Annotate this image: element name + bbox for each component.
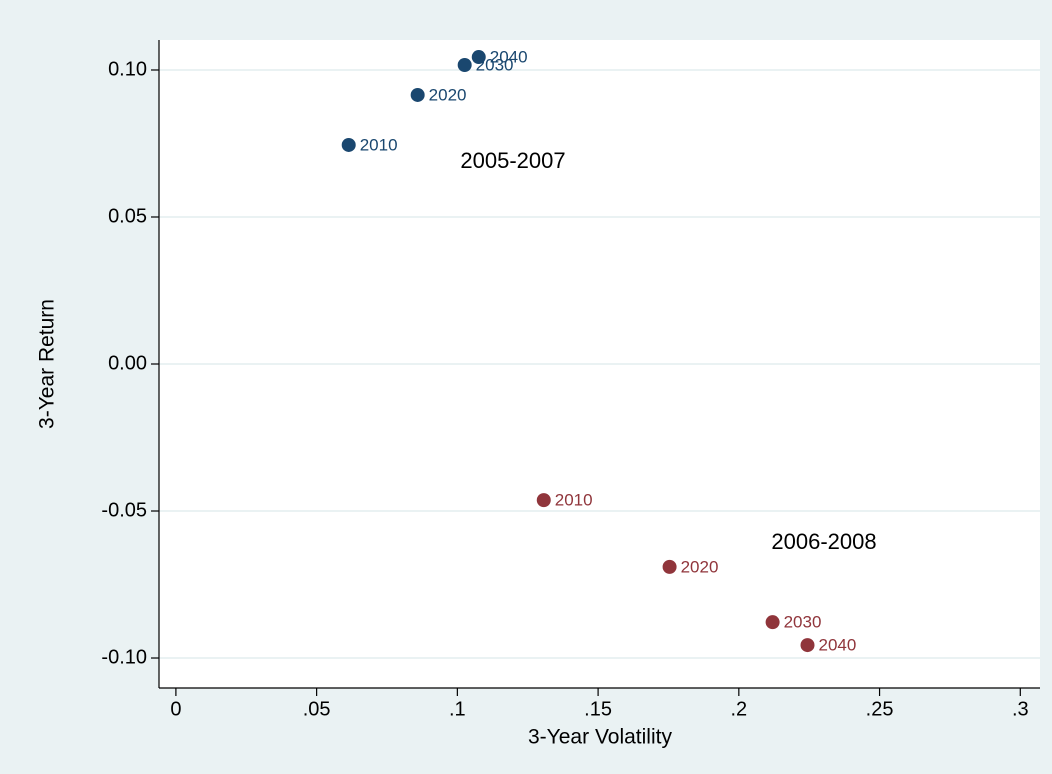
point-label: 2010 [555, 491, 593, 510]
point-label: 2040 [490, 48, 528, 67]
x-axis-title: 3-Year Volatility [528, 726, 672, 749]
y-axis-title: 3-Year Return [36, 299, 59, 429]
y-tick-label: 0.10 [108, 58, 147, 80]
y-tick-label: 0.00 [108, 352, 147, 374]
y-tick-label: -0.10 [101, 646, 147, 668]
point-label: 2010 [360, 135, 398, 154]
series-label: 2006-2008 [771, 529, 876, 554]
point-label: 2020 [681, 557, 719, 576]
x-tick-label: .1 [449, 698, 466, 720]
y-tick-label: 0.05 [108, 205, 147, 227]
point [662, 559, 677, 574]
x-tick-label: .2 [730, 698, 747, 720]
point [341, 137, 356, 152]
point-label: 2040 [819, 636, 857, 655]
point-label: 2030 [784, 613, 822, 632]
point [410, 87, 425, 102]
x-tick-label: .05 [303, 698, 331, 720]
x-tick-label: 0 [170, 698, 181, 720]
point [536, 493, 551, 508]
series-label: 2005-2007 [460, 148, 565, 173]
point-label: 2020 [429, 85, 467, 104]
x-tick-label: .25 [866, 698, 894, 720]
point [765, 615, 780, 630]
point [800, 638, 815, 653]
point [457, 57, 472, 72]
x-tick-label: .3 [1012, 698, 1029, 720]
y-tick-label: -0.05 [101, 499, 147, 521]
x-tick-label: .15 [584, 698, 612, 720]
point [471, 50, 486, 65]
point-label: 2030 [476, 55, 514, 74]
